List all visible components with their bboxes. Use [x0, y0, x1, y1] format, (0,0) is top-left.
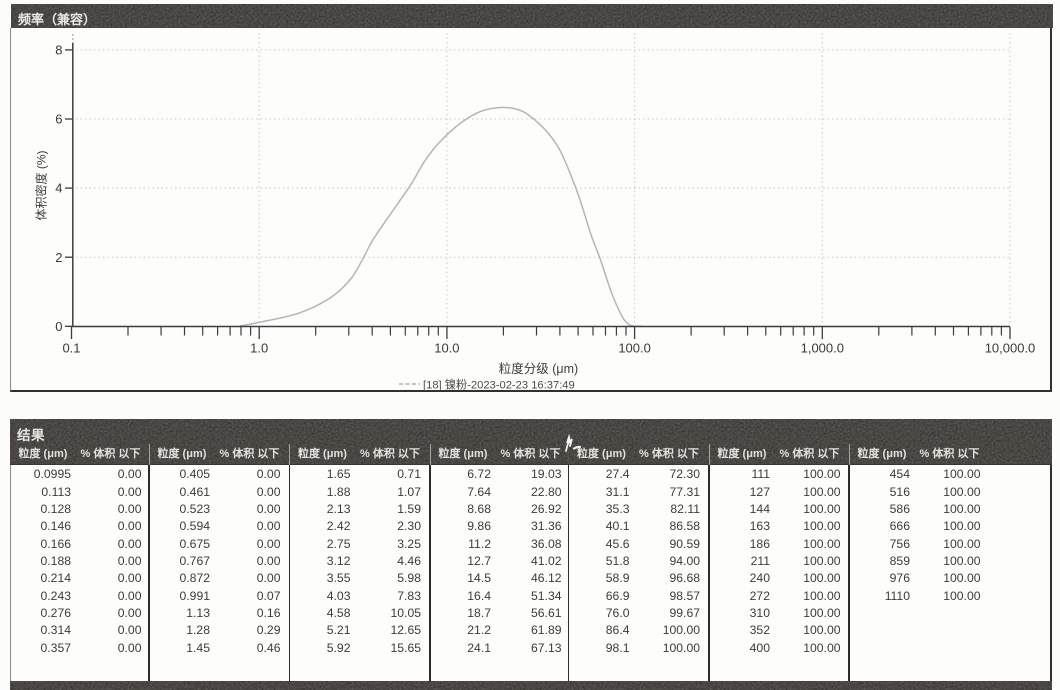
svg-text:4: 4: [55, 181, 62, 196]
svg-text:2: 2: [55, 250, 62, 265]
svg-text:0: 0: [55, 319, 62, 334]
svg-text:10,000.0: 10,000.0: [985, 341, 1036, 356]
svg-text:10.0: 10.0: [434, 341, 459, 356]
svg-text:0.1: 0.1: [62, 341, 80, 356]
svg-text:1.0: 1.0: [250, 341, 268, 356]
svg-text:8: 8: [55, 43, 62, 58]
svg-text:100.0: 100.0: [618, 341, 651, 356]
svg-text:粒度分级 (μm): 粒度分级 (μm): [499, 361, 578, 376]
svg-text:6: 6: [55, 112, 62, 127]
svg-text:1,000.0: 1,000.0: [801, 341, 844, 356]
svg-text:[18] 镍粉-2023-02-23 16:37:49: [18] 镍粉-2023-02-23 16:37:49: [423, 377, 575, 391]
svg-text:体积密度 (%): 体积密度 (%): [34, 150, 49, 220]
